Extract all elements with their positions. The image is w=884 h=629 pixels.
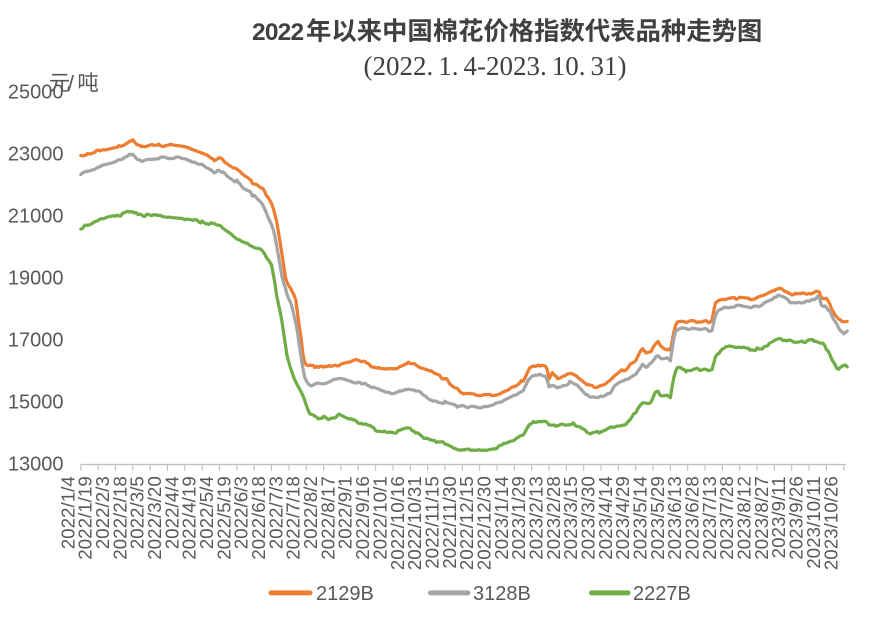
svg-text:2022/11/15: 2022/11/15	[421, 476, 442, 569]
svg-text:13000: 13000	[8, 454, 64, 476]
svg-text:2022/1/19: 2022/1/19	[75, 476, 96, 560]
svg-text:2023/8/27: 2023/8/27	[751, 476, 772, 560]
svg-text:2023/1/14: 2023/1/14	[491, 476, 512, 560]
svg-text:2023/5/29: 2023/5/29	[647, 476, 668, 560]
svg-text:2022/6/3: 2022/6/3	[231, 476, 252, 549]
svg-text:2023/6/28: 2023/6/28	[682, 476, 703, 560]
svg-text:2022/8/17: 2022/8/17	[317, 476, 338, 560]
svg-text:2023/8/12: 2023/8/12	[734, 476, 755, 560]
svg-text:2022/2/3: 2022/2/3	[92, 476, 113, 549]
svg-text:2022/12/15: 2022/12/15	[456, 476, 477, 570]
svg-text:2022/3/5: 2022/3/5	[127, 476, 148, 549]
svg-text:2023/7/28: 2023/7/28	[716, 476, 737, 560]
svg-text:2023/2/28: 2023/2/28	[543, 476, 564, 560]
svg-text:2022/6/18: 2022/6/18	[248, 476, 269, 560]
svg-text:2022: 2022	[252, 19, 303, 46]
svg-text:2022/4/19: 2022/4/19	[179, 476, 200, 560]
svg-text:2022/7/18: 2022/7/18	[283, 476, 304, 560]
svg-text:2022/10/16: 2022/10/16	[387, 476, 408, 570]
svg-text:2022/8/2: 2022/8/2	[300, 476, 321, 549]
svg-text:2023/6/13: 2023/6/13	[664, 476, 685, 560]
svg-text:2022/3/20: 2022/3/20	[144, 476, 165, 560]
svg-text:2227B: 2227B	[633, 583, 691, 605]
svg-text:25000: 25000	[8, 82, 64, 104]
svg-text:2023/5/14: 2023/5/14	[630, 476, 651, 560]
svg-text:2023/10/26: 2023/10/26	[820, 476, 841, 570]
svg-text:21000: 21000	[8, 206, 64, 228]
svg-text:2022/9/1: 2022/9/1	[335, 476, 356, 549]
svg-text:2022/5/4: 2022/5/4	[196, 476, 217, 549]
svg-text:2022/12/30: 2022/12/30	[474, 476, 495, 570]
svg-text:2022/4/4: 2022/4/4	[161, 476, 182, 549]
svg-text:2022/5/19: 2022/5/19	[213, 476, 234, 560]
svg-text:2022/10/31: 2022/10/31	[404, 476, 425, 570]
svg-text:2022/9/16: 2022/9/16	[352, 476, 373, 560]
svg-text:3128B: 3128B	[473, 583, 531, 605]
svg-text:2022/10/1: 2022/10/1	[369, 476, 390, 560]
svg-text:2023/9/26: 2023/9/26	[786, 476, 807, 560]
svg-text:/: /	[68, 71, 75, 96]
svg-text:2129B: 2129B	[316, 583, 374, 605]
svg-text:2022/1/4: 2022/1/4	[57, 476, 78, 549]
svg-text:15000: 15000	[8, 392, 64, 414]
svg-text:2022/11/30: 2022/11/30	[439, 476, 460, 569]
svg-text:23000: 23000	[8, 144, 64, 166]
svg-text:2022/2/18: 2022/2/18	[109, 476, 130, 560]
svg-text:2023/3/15: 2023/3/15	[560, 476, 581, 560]
svg-text:2023/4/29: 2023/4/29	[612, 476, 633, 560]
svg-text:2023/4/14: 2023/4/14	[595, 476, 616, 560]
svg-text:19000: 19000	[8, 268, 64, 290]
svg-text:2023/2/13: 2023/2/13	[526, 476, 547, 560]
svg-text:2023/9/11: 2023/9/11	[768, 476, 789, 558]
svg-text:2023/1/29: 2023/1/29	[508, 476, 529, 560]
svg-text:17000: 17000	[8, 330, 64, 352]
svg-text:2023/10/11: 2023/10/11	[803, 476, 824, 569]
svg-text:2023/3/30: 2023/3/30	[578, 476, 599, 560]
svg-text:(2022.1.4-2023.10.31): (2022. 1. 4-2023. 10. 31)	[364, 51, 627, 81]
svg-text:2022/7/3: 2022/7/3	[265, 476, 286, 549]
svg-text:2023/7/13: 2023/7/13	[699, 476, 720, 560]
